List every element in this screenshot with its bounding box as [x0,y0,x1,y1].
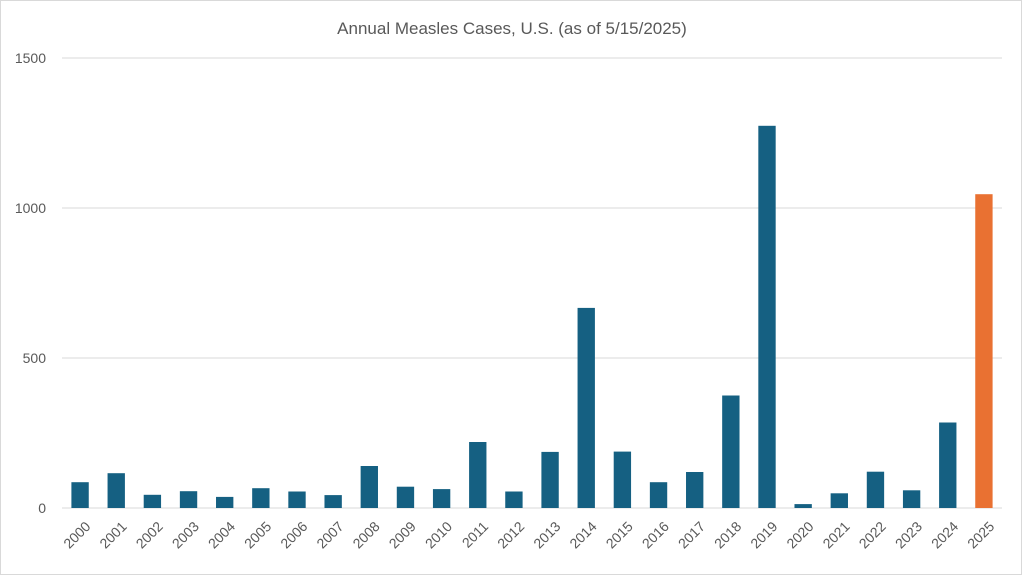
x-tick-label: 2020 [783,518,816,551]
y-axis-ticks: 0 500 1000 1500 [15,50,46,516]
bar-2002 [143,494,162,508]
x-tick-label: 2017 [675,518,708,551]
y-tick-label: 0 [38,500,46,516]
x-tick-label: 2007 [313,518,346,551]
y-tick-label: 500 [23,350,47,366]
x-tick-label: 2013 [530,518,563,551]
x-tick-label: 2014 [566,518,599,551]
x-tick-label: 2006 [277,518,310,551]
bar-2024 [939,422,957,508]
x-tick-label: 2021 [819,518,852,551]
bar-2000 [71,482,89,508]
x-tick-label: 2019 [747,518,780,551]
y-tick-label: 1500 [15,50,46,66]
bar-2013 [541,451,559,508]
bar-2022 [866,471,885,508]
x-tick-label: 2016 [639,518,672,551]
x-tick-label: 2003 [169,518,202,551]
bar-2018 [722,395,740,508]
bar-2003 [179,491,198,508]
bar-2012 [505,491,523,508]
gridlines [62,57,1002,509]
bar-2001 [107,473,125,508]
x-tick-label: 2002 [133,518,166,551]
bar-2020 [794,504,812,508]
bar-2006 [288,491,306,508]
x-tick-label: 2005 [241,518,274,551]
bar-2004 [216,496,234,508]
bar-2005 [252,488,270,508]
x-tick-label: 2000 [60,518,93,551]
bar-2008 [360,466,378,508]
bar-2025 [975,194,993,508]
bar-2009 [396,486,415,508]
x-tick-label: 2009 [386,518,419,551]
bar-2016 [649,482,668,508]
x-tick-label: 2001 [96,518,129,551]
chart-title: Annual Measles Cases, U.S. (as of 5/15/2… [337,19,687,38]
x-tick-label: 2015 [603,518,636,551]
bar-2019 [758,125,776,509]
x-tick-label: 2022 [856,518,889,551]
bar-2015 [613,451,632,508]
bar-2021 [830,493,848,508]
x-tick-label: 2025 [964,518,997,551]
x-tick-label: 2018 [711,518,744,551]
x-tick-label: 2012 [494,518,527,551]
x-tick-label: 2023 [892,518,925,551]
x-tick-label: 2010 [422,518,455,551]
bar-2023 [902,490,921,508]
x-tick-label: 2004 [205,518,238,551]
bar-2014 [577,307,595,508]
x-tick-label: 2008 [349,518,382,551]
x-tick-label: 2024 [928,518,961,551]
bars [71,125,993,509]
bar-2017 [686,472,704,508]
x-tick-label: 2011 [459,518,492,551]
bar-2007 [324,495,342,508]
bar-2010 [432,489,451,508]
bar-2011 [469,442,487,508]
x-axis-ticks: 2000 2001 2002 2003 2004 2005 2006 2007 2008 2009… [60,518,997,551]
y-tick-label: 1000 [15,200,46,216]
